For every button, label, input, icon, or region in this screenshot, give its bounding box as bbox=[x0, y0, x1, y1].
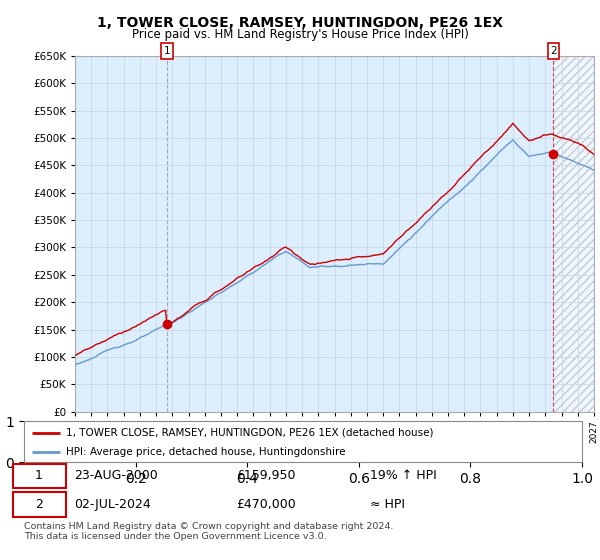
Text: ≈ HPI: ≈ HPI bbox=[370, 498, 405, 511]
Text: £159,950: £159,950 bbox=[236, 469, 296, 483]
Text: Price paid vs. HM Land Registry's House Price Index (HPI): Price paid vs. HM Land Registry's House … bbox=[131, 28, 469, 41]
Text: 1: 1 bbox=[35, 469, 43, 483]
Text: 23-AUG-2000: 23-AUG-2000 bbox=[74, 469, 158, 483]
Text: 1: 1 bbox=[164, 46, 170, 56]
Text: 02-JUL-2024: 02-JUL-2024 bbox=[74, 498, 151, 511]
FancyBboxPatch shape bbox=[13, 464, 66, 488]
Bar bbox=[553, 29, 594, 412]
Text: HPI: Average price, detached house, Huntingdonshire: HPI: Average price, detached house, Hunt… bbox=[66, 447, 346, 457]
FancyBboxPatch shape bbox=[13, 492, 66, 517]
Text: 19% ↑ HPI: 19% ↑ HPI bbox=[370, 469, 437, 483]
Text: 1, TOWER CLOSE, RAMSEY, HUNTINGDON, PE26 1EX (detached house): 1, TOWER CLOSE, RAMSEY, HUNTINGDON, PE26… bbox=[66, 428, 433, 437]
Text: 1, TOWER CLOSE, RAMSEY, HUNTINGDON, PE26 1EX: 1, TOWER CLOSE, RAMSEY, HUNTINGDON, PE26… bbox=[97, 16, 503, 30]
Text: 2: 2 bbox=[35, 498, 43, 511]
Text: Contains HM Land Registry data © Crown copyright and database right 2024.
This d: Contains HM Land Registry data © Crown c… bbox=[24, 522, 394, 542]
Text: £470,000: £470,000 bbox=[236, 498, 296, 511]
Text: 2: 2 bbox=[550, 46, 557, 56]
